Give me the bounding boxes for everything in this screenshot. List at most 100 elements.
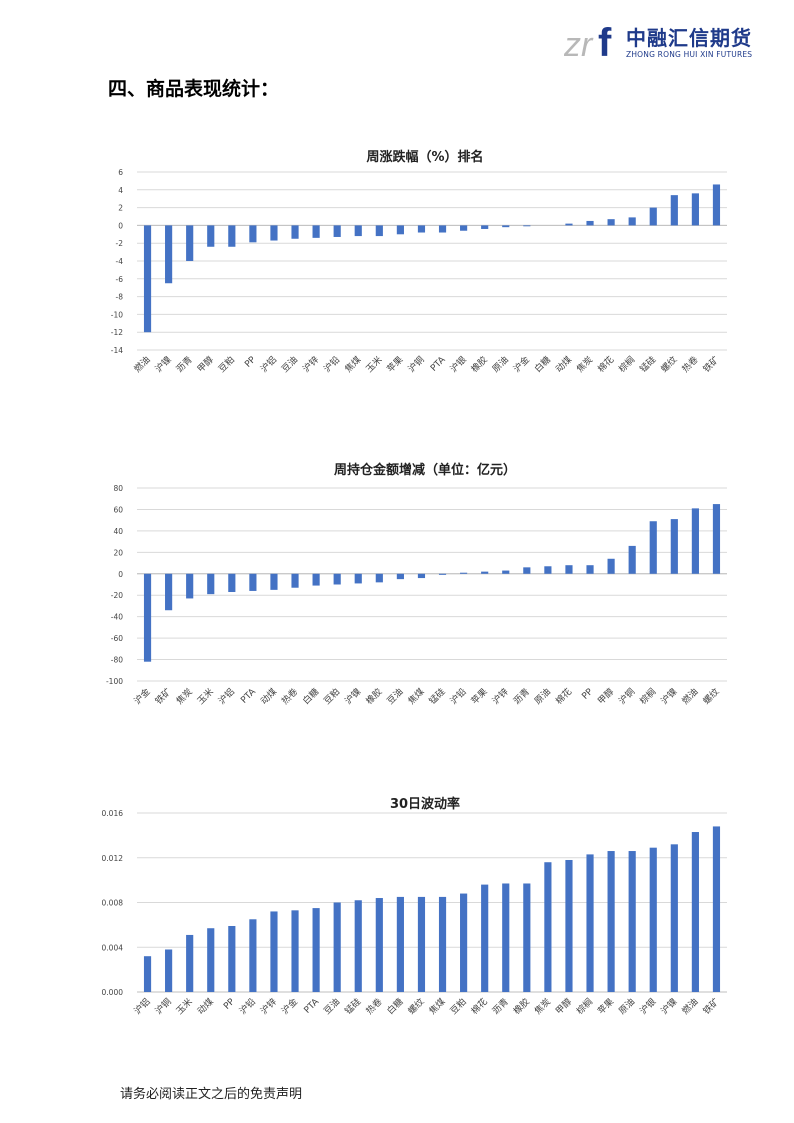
category-label: 苹果 bbox=[469, 686, 490, 707]
category-label: 铁矿 bbox=[153, 686, 174, 707]
category-label: 热卷 bbox=[363, 996, 384, 1017]
chart-position-change: -100 -80 -60 -40 -20 0 20 40 60 80 沪金 铁矿 焦炭 玉米 沪铝 PTA 动煤… bbox=[106, 484, 727, 707]
bar-螺纹 bbox=[670, 195, 678, 226]
y-tick-label: -14 bbox=[111, 346, 123, 355]
y-tick-label: 0.008 bbox=[102, 899, 124, 908]
bar-焦炭 bbox=[544, 862, 552, 992]
category-label: 沪铜 bbox=[405, 354, 426, 375]
category-label: 豆粕 bbox=[216, 354, 237, 375]
bar-沪银 bbox=[649, 847, 657, 992]
bar-原油 bbox=[502, 225, 510, 228]
bar-动煤 bbox=[565, 223, 573, 226]
bar-沪铅 bbox=[333, 225, 341, 237]
category-label: 动煤 bbox=[553, 354, 574, 375]
bar-白糖 bbox=[312, 573, 320, 586]
category-label: 铁矿 bbox=[700, 354, 721, 375]
category-label: 沪铅 bbox=[448, 686, 469, 707]
y-tick-label: 0 bbox=[118, 570, 123, 579]
bar-焦炭 bbox=[586, 220, 594, 226]
y-tick-label: 2 bbox=[118, 204, 123, 213]
bar-棉花 bbox=[481, 884, 489, 992]
y-tick-label: 80 bbox=[113, 484, 123, 493]
category-label: 燃油 bbox=[679, 686, 700, 707]
bar-沪铅 bbox=[460, 572, 468, 574]
category-label: 沪金 bbox=[279, 996, 300, 1017]
bar-PP bbox=[586, 565, 594, 574]
category-label: 玉米 bbox=[363, 354, 384, 375]
category-label: 甲醇 bbox=[595, 686, 616, 707]
bar-PTA bbox=[249, 573, 257, 591]
bar-沥青 bbox=[502, 883, 510, 992]
category-label: 沪铜 bbox=[153, 996, 174, 1017]
category-label: 锰硅 bbox=[426, 686, 447, 707]
bar-锰硅 bbox=[354, 900, 362, 992]
y-tick-label: -80 bbox=[111, 656, 123, 665]
bar-沪镍 bbox=[670, 519, 678, 574]
bar-棕榈 bbox=[586, 854, 594, 992]
category-label: 豆粕 bbox=[321, 686, 342, 707]
category-label: 棕榈 bbox=[637, 686, 658, 707]
chart-weekly-change: -14-12-10-8-6-4-20246燃油 沪镍 沥青 甲醇 豆粕 PP 沪铝 豆油 沪锌沪… bbox=[111, 168, 727, 375]
bar-豆粕 bbox=[333, 573, 341, 585]
category-label: 棉花 bbox=[469, 996, 490, 1017]
category-label: 原油 bbox=[532, 686, 553, 707]
category-label: PP bbox=[222, 997, 237, 1012]
y-tick-label: 0.016 bbox=[102, 809, 124, 818]
bar-苹果 bbox=[396, 225, 404, 235]
y-tick-label: 60 bbox=[113, 505, 123, 514]
category-label: 螺纹 bbox=[405, 996, 426, 1017]
y-tick-label: 0.004 bbox=[102, 943, 124, 952]
bar-锰硅 bbox=[438, 573, 447, 575]
bar-沪金 bbox=[291, 910, 299, 992]
bar-橡胶 bbox=[523, 883, 531, 992]
category-label: 燃油 bbox=[679, 996, 700, 1017]
bar-燃油 bbox=[691, 832, 699, 992]
category-label: 锰硅 bbox=[342, 996, 363, 1017]
bar-棉花 bbox=[565, 565, 573, 574]
category-label: 白糖 bbox=[532, 354, 553, 375]
category-label: 焦煤 bbox=[426, 996, 447, 1017]
bar-铁矿 bbox=[712, 826, 721, 992]
category-label: 沪镍 bbox=[658, 996, 679, 1017]
bar-原油 bbox=[628, 851, 636, 992]
svg-text:zr: zr bbox=[564, 26, 594, 62]
category-label: 豆油 bbox=[279, 354, 300, 375]
category-label: 白糖 bbox=[384, 996, 405, 1017]
category-label: 沥青 bbox=[511, 686, 532, 707]
y-tick-label: 20 bbox=[113, 548, 123, 557]
category-label: 沪银 bbox=[637, 996, 658, 1017]
chart-title-volatility: 30日波动率 bbox=[389, 797, 461, 812]
bar-沪锌 bbox=[502, 570, 510, 574]
category-label: 沪铝 bbox=[216, 686, 237, 707]
bar-沪锌 bbox=[270, 911, 278, 992]
category-label: 焦炭 bbox=[574, 354, 595, 375]
bar-玉米 bbox=[207, 573, 215, 595]
category-label: 燃油 bbox=[131, 354, 152, 375]
category-label: 橡胶 bbox=[363, 686, 384, 707]
bar-锰硅 bbox=[649, 207, 657, 226]
bar-沪金 bbox=[143, 573, 152, 662]
category-label: 焦煤 bbox=[405, 686, 426, 707]
bar-沪镍 bbox=[165, 225, 173, 284]
bar-沪铝 bbox=[143, 956, 152, 992]
category-label: 棉花 bbox=[595, 354, 616, 375]
category-label: 沪银 bbox=[448, 354, 469, 375]
bar-铁矿 bbox=[165, 573, 173, 611]
bar-沪镍 bbox=[354, 573, 362, 584]
category-label: 铁矿 bbox=[700, 996, 721, 1017]
bar-动煤 bbox=[270, 573, 278, 590]
bar-甲醇 bbox=[207, 225, 215, 247]
bar-沪铅 bbox=[249, 919, 257, 992]
y-tick-label: 0.012 bbox=[102, 854, 124, 863]
logo-english-name: ZHONG RONG HUI XIN FUTURES bbox=[626, 50, 753, 59]
category-label: 原油 bbox=[616, 996, 637, 1017]
category-label: 热卷 bbox=[279, 686, 300, 707]
y-tick-label: -10 bbox=[111, 310, 123, 319]
category-label: 苹果 bbox=[595, 996, 616, 1017]
bar-橡胶 bbox=[375, 573, 383, 583]
bar-热卷 bbox=[375, 898, 383, 992]
bar-沪铝 bbox=[228, 573, 236, 593]
category-label: 沪金 bbox=[131, 686, 152, 707]
bar-苹果 bbox=[607, 851, 615, 992]
bar-沪金 bbox=[523, 225, 531, 227]
